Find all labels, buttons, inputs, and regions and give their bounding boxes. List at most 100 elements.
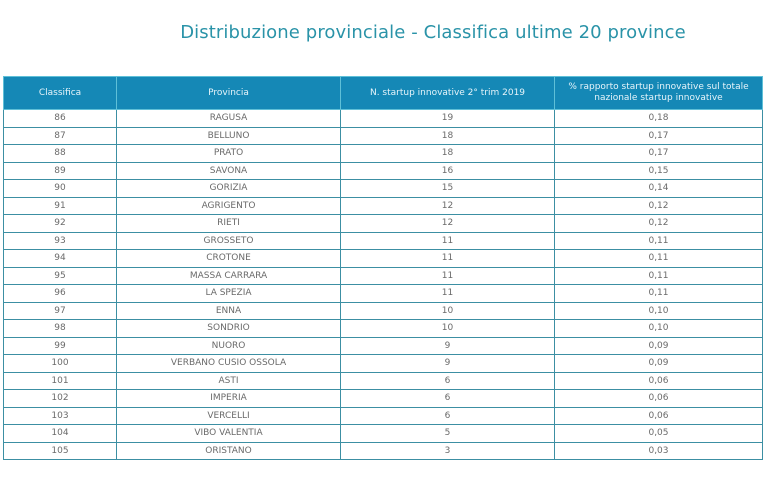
startup-count-cell: 11 [340, 231, 555, 250]
percent-cell: 0,17 [554, 126, 763, 145]
startup-count-cell: 3 [340, 441, 555, 460]
table-row: 91 AGRIGENTO 12 0,12 [3, 196, 763, 215]
rank-cell: 96 [3, 284, 117, 303]
startup-count-cell: 18 [340, 144, 555, 163]
rank-cell: 90 [3, 179, 117, 198]
startup-count-cell: 10 [340, 301, 555, 320]
province-cell: BELLUNO [116, 126, 341, 145]
column-header-percent: % rapporto startup innovative sul totale… [554, 76, 763, 110]
rank-cell: 89 [3, 161, 117, 180]
rank-cell: 95 [3, 266, 117, 285]
column-header-startup-count: N. startup innovative 2° trim 2019 [340, 76, 555, 110]
province-cell: GROSSETO [116, 231, 341, 250]
startup-count-cell: 11 [340, 284, 555, 303]
rank-cell: 98 [3, 319, 117, 338]
table-body: 86 RAGUSA 19 0,18 87 BELLUNO 18 0,17 88 PRATO 18 0,… [3, 109, 763, 460]
startup-count-cell: 10 [340, 319, 555, 338]
column-header-province: Provincia [116, 76, 341, 110]
percent-cell: 0,12 [554, 214, 763, 233]
rank-cell: 87 [3, 126, 117, 145]
rank-cell: 103 [3, 406, 117, 425]
startup-count-cell: 18 [340, 126, 555, 145]
table-row: 103 VERCELLI 6 0,06 [3, 406, 763, 425]
startup-count-cell: 11 [340, 266, 555, 285]
table-row: 89 SAVONA 16 0,15 [3, 161, 763, 180]
table-row: 97 ENNA 10 0,10 [3, 301, 763, 320]
percent-cell: 0,14 [554, 179, 763, 198]
province-cell: SONDRIO [116, 319, 341, 338]
percent-cell: 0,10 [554, 319, 763, 338]
percent-cell: 0,03 [554, 441, 763, 460]
column-header-rank: Classifica [3, 76, 117, 110]
percent-cell: 0,12 [554, 196, 763, 215]
percent-cell: 0,17 [554, 144, 763, 163]
province-cell: AGRIGENTO [116, 196, 341, 215]
province-cell: MASSA CARRARA [116, 266, 341, 285]
province-cell: RAGUSA [116, 109, 341, 128]
rank-cell: 100 [3, 354, 117, 373]
page-title: Distribuzione provinciale - Classifica u… [180, 22, 686, 43]
rank-cell: 105 [3, 441, 117, 460]
rank-cell: 102 [3, 389, 117, 408]
province-cell: GORIZIA [116, 179, 341, 198]
province-cell: CROTONE [116, 249, 341, 268]
table-row: 86 RAGUSA 19 0,18 [3, 109, 763, 128]
percent-cell: 0,15 [554, 161, 763, 180]
percent-cell: 0,06 [554, 371, 763, 390]
province-cell: NUORO [116, 336, 341, 355]
rank-cell: 101 [3, 371, 117, 390]
percent-cell: 0,06 [554, 389, 763, 408]
percent-cell: 0,09 [554, 336, 763, 355]
startup-count-cell: 11 [340, 249, 555, 268]
table-row: 99 NUORO 9 0,09 [3, 336, 763, 355]
rank-cell: 86 [3, 109, 117, 128]
table-row: 102 IMPERIA 6 0,06 [3, 389, 763, 408]
startup-count-cell: 12 [340, 214, 555, 233]
startup-count-cell: 16 [340, 161, 555, 180]
table-row: 92 RIETI 12 0,12 [3, 214, 763, 233]
table-row: 94 CROTONE 11 0,11 [3, 249, 763, 268]
province-cell: ORISTANO [116, 441, 341, 460]
percent-cell: 0,09 [554, 354, 763, 373]
percent-cell: 0,06 [554, 406, 763, 425]
table-header-row: Classifica Provincia N. startup innovati… [3, 76, 763, 110]
table-row: 87 BELLUNO 18 0,17 [3, 126, 763, 145]
province-cell: VERBANO CUSIO OSSOLA [116, 354, 341, 373]
table-row: 105 ORISTANO 3 0,03 [3, 441, 763, 460]
table-row: 100 VERBANO CUSIO OSSOLA 9 0,09 [3, 354, 763, 373]
rank-cell: 92 [3, 214, 117, 233]
rank-cell: 99 [3, 336, 117, 355]
rank-cell: 88 [3, 144, 117, 163]
startup-count-cell: 12 [340, 196, 555, 215]
rank-cell: 104 [3, 424, 117, 443]
rank-cell: 93 [3, 231, 117, 250]
startup-count-cell: 15 [340, 179, 555, 198]
table-row: 104 VIBO VALENTIA 5 0,05 [3, 424, 763, 443]
startup-count-cell: 6 [340, 389, 555, 408]
province-cell: VERCELLI [116, 406, 341, 425]
percent-cell: 0,11 [554, 231, 763, 250]
province-cell: VIBO VALENTIA [116, 424, 341, 443]
table-row: 88 PRATO 18 0,17 [3, 144, 763, 163]
province-cell: ASTI [116, 371, 341, 390]
province-cell: SAVONA [116, 161, 341, 180]
province-cell: RIETI [116, 214, 341, 233]
startup-count-cell: 5 [340, 424, 555, 443]
percent-cell: 0,10 [554, 301, 763, 320]
province-cell: ENNA [116, 301, 341, 320]
province-cell: LA SPEZIA [116, 284, 341, 303]
province-cell: IMPERIA [116, 389, 341, 408]
startup-count-cell: 19 [340, 109, 555, 128]
table-row: 98 SONDRIO 10 0,10 [3, 319, 763, 338]
rank-cell: 94 [3, 249, 117, 268]
percent-cell: 0,05 [554, 424, 763, 443]
startup-count-cell: 6 [340, 406, 555, 425]
percent-cell: 0,11 [554, 266, 763, 285]
percent-cell: 0,18 [554, 109, 763, 128]
table-row: 95 MASSA CARRARA 11 0,11 [3, 266, 763, 285]
startup-count-cell: 9 [340, 354, 555, 373]
table-row: 101 ASTI 6 0,06 [3, 371, 763, 390]
table-row: 96 LA SPEZIA 11 0,11 [3, 284, 763, 303]
startup-count-cell: 9 [340, 336, 555, 355]
percent-cell: 0,11 [554, 249, 763, 268]
